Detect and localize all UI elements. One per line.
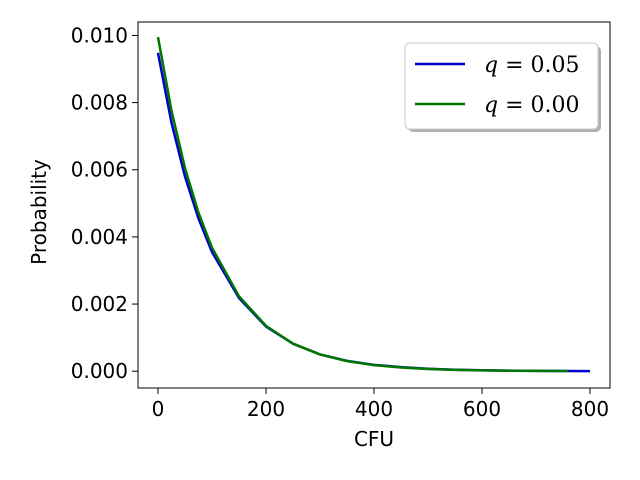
- x-tick-label: 200: [247, 397, 285, 421]
- y-tick-label: 0.000: [71, 359, 128, 383]
- y-tick-label: 0.006: [71, 158, 128, 182]
- x-tick-label: 600: [463, 397, 501, 421]
- y-axis: 0.000 0.002 0.004 0.006 0.008 0.010: [71, 23, 138, 383]
- y-tick-label: 0.008: [71, 91, 128, 115]
- x-tick-label: 0: [152, 397, 165, 421]
- series-line-2: [156, 36, 569, 373]
- y-axis-label: Probability: [27, 159, 51, 265]
- legend: q = 0.05 q = 0.00: [404, 42, 601, 132]
- y-tick-label: 0.002: [71, 292, 128, 316]
- y-tick-label: 0.010: [71, 23, 128, 47]
- x-axis-label: CFU: [354, 427, 394, 451]
- x-axis: 0 200 400 600 800: [152, 388, 609, 421]
- legend-label-2: q = 0.00: [484, 93, 580, 118]
- y-tick-label: 0.004: [71, 225, 128, 249]
- x-tick-label: 400: [355, 397, 393, 421]
- plot-lines: [156, 36, 591, 373]
- x-tick-label: 800: [571, 397, 609, 421]
- legend-label-1: q = 0.05: [484, 53, 580, 78]
